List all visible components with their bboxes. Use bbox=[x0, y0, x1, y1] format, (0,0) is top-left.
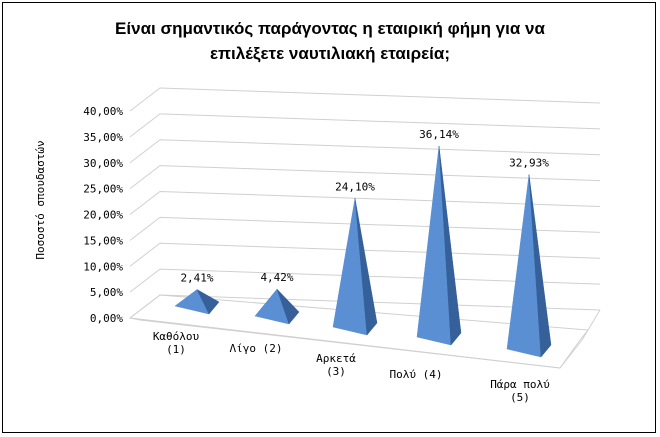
chart-title-line-2: επιλέξετε ναυτιλιακή εταιρεία; bbox=[209, 44, 451, 63]
chart-title-line-1: Είναι σημαντικός παράγοντας η εταιρική φ… bbox=[115, 19, 545, 38]
grid-line bbox=[129, 216, 601, 241]
pyramid-side-face bbox=[276, 288, 300, 325]
y-tick-label: 25,00% bbox=[83, 183, 123, 196]
x-axis-categories: Καθόλου(1) Λίγο (2) Αρκετά(3) Πολύ (4) Πάρα … bbox=[153, 330, 550, 404]
x-category-label: (5) bbox=[510, 391, 530, 404]
grid-line bbox=[129, 242, 601, 267]
y-axis-label: Ποσοστό σπουδαστών bbox=[34, 140, 47, 259]
x-category-label: Λίγο (2) bbox=[230, 342, 283, 355]
y-tick-label: 15,00% bbox=[83, 234, 123, 247]
y-tick-label: 10,00% bbox=[83, 260, 123, 273]
y-tick-label: 40,00% bbox=[83, 105, 123, 118]
pyramid-side-face bbox=[196, 288, 220, 315]
data-label: 4,42% bbox=[260, 271, 293, 284]
x-category-label: (1) bbox=[166, 343, 186, 356]
data-labels: 2,41% 4,42% 24,10% 36,14% 32,93% bbox=[180, 128, 549, 285]
floor-edge bbox=[129, 309, 601, 369]
pyramids bbox=[174, 145, 552, 358]
floor-outline bbox=[128, 294, 589, 369]
chart-frame bbox=[2, 2, 656, 433]
grid-line bbox=[129, 113, 601, 138]
y-axis-ticks: 0,00% 5,00% 10,00% 15,00% 20,00% 25,00% 30,00%… bbox=[83, 105, 123, 325]
y-tick-label: 20,00% bbox=[83, 209, 123, 222]
chart-title: Είναι σημαντικός παράγοντας η εταιρική φ… bbox=[0, 16, 660, 66]
y-tick-label: 0,00% bbox=[90, 312, 123, 325]
data-label: 24,10% bbox=[335, 180, 375, 193]
pyramid-side-face bbox=[354, 198, 378, 336]
grid-line bbox=[129, 190, 601, 215]
x-category-label: Πολύ (4) bbox=[390, 368, 443, 381]
chart-floor bbox=[128, 294, 601, 369]
grid-line bbox=[129, 87, 601, 112]
pyramid-side-face bbox=[438, 145, 462, 346]
grid-line bbox=[129, 139, 601, 164]
grid-lines bbox=[129, 87, 601, 319]
x-category-label: Πάρα πολύ bbox=[490, 378, 550, 391]
x-category-label: (3) bbox=[326, 365, 346, 378]
grid-line bbox=[129, 165, 601, 190]
data-label: 32,93% bbox=[509, 157, 549, 170]
data-label: 36,14% bbox=[419, 128, 459, 141]
pyramid-side-face bbox=[528, 174, 552, 358]
x-category-label: Καθόλου bbox=[153, 330, 200, 343]
y-tick-label: 35,00% bbox=[83, 131, 123, 144]
y-tick-label: 5,00% bbox=[90, 286, 123, 299]
y-tick-label: 30,00% bbox=[83, 157, 123, 170]
data-label: 2,41% bbox=[180, 272, 213, 285]
x-category-label: Αρκετά bbox=[316, 352, 356, 365]
